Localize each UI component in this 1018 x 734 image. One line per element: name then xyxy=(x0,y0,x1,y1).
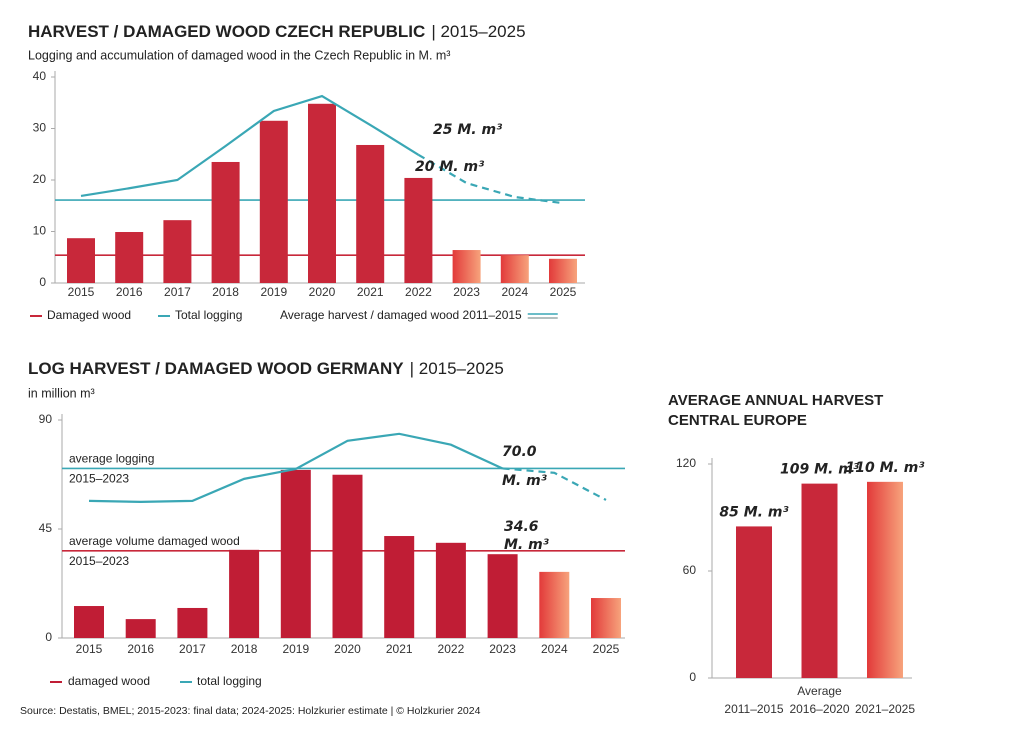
x-tick-label: 2015 xyxy=(76,642,103,656)
chart-title: CENTRAL EUROPE xyxy=(668,412,807,429)
y-tick-label: 40 xyxy=(33,69,47,83)
y-tick-label: 90 xyxy=(39,412,53,426)
x-tick-label: 2018 xyxy=(212,285,239,299)
y-tick-label: 45 xyxy=(39,521,53,535)
x-tick-label: 2017 xyxy=(164,285,191,299)
x-tick-label: 2021 xyxy=(357,285,384,299)
chart-title: AVERAGE ANNUAL HARVEST xyxy=(668,392,883,409)
reference-label: average volume damaged wood xyxy=(69,534,240,548)
chart-title: LOG HARVEST / DAMAGED WOOD GERMANY | 2015… xyxy=(28,359,504,378)
bar xyxy=(115,232,144,283)
x-tick-label: 2019 xyxy=(282,642,309,656)
bar xyxy=(539,571,570,638)
bar xyxy=(435,542,466,638)
bar xyxy=(356,144,385,283)
line-estimate xyxy=(502,467,607,501)
reference-period: 2015–2023 xyxy=(69,472,129,486)
y-tick-label: 60 xyxy=(683,563,697,577)
chart-subtitle: in million m³ xyxy=(28,386,95,400)
bar xyxy=(125,619,156,638)
x-tick-label: 2019 xyxy=(260,285,287,299)
x-label: Average xyxy=(797,684,842,698)
x-tick-label: 2016 xyxy=(116,285,143,299)
y-tick-label: 0 xyxy=(689,670,696,684)
x-tick-label: 2018 xyxy=(231,642,258,656)
annotation: 20 M. m³ xyxy=(415,159,484,175)
line xyxy=(88,432,504,503)
annotation: M. m³ xyxy=(504,537,549,553)
bar xyxy=(229,549,260,638)
bar xyxy=(801,483,838,678)
bar xyxy=(280,469,311,638)
x-tick-label: 2020 xyxy=(334,642,361,656)
bar xyxy=(736,526,772,678)
y-tick-label: 30 xyxy=(33,121,47,135)
bar xyxy=(259,120,288,284)
annotation: 34.6 xyxy=(504,519,539,535)
x-tick-label: 2024 xyxy=(501,285,528,299)
bar xyxy=(332,474,363,638)
source: Source: Destatis, BMEL; 2015-2023: final… xyxy=(20,705,481,717)
bar xyxy=(177,607,208,638)
line xyxy=(80,94,419,198)
chart-title-text: HARVEST / DAMAGED WOOD CZECH REPUBLIC xyxy=(28,22,425,41)
legend-label: damaged wood xyxy=(68,674,150,688)
reference-label: average logging xyxy=(69,452,154,466)
annotation: M. m³ xyxy=(502,473,547,489)
x-tick-label: 2020 xyxy=(309,285,336,299)
legend-label: Damaged wood xyxy=(47,308,131,322)
bar xyxy=(867,481,903,678)
x-tick-label: 2022 xyxy=(405,285,432,299)
bar xyxy=(452,250,481,283)
legend-label: Total logging xyxy=(175,308,242,322)
chart-title-period: | 2015–2025 xyxy=(410,359,504,378)
annotation: 70.0 xyxy=(502,444,537,460)
x-tick-label: 2011–2015 xyxy=(724,702,784,716)
value-label: 110 M. m³ xyxy=(846,460,925,476)
y-tick-label: 0 xyxy=(39,275,46,289)
legend-label: Average harvest / damaged wood 2011–2015 xyxy=(280,308,522,322)
bar xyxy=(591,598,621,638)
bar xyxy=(500,255,529,283)
annotation: 25 M. m³ xyxy=(433,122,502,138)
x-tick-label: 2025 xyxy=(593,642,620,656)
bar xyxy=(308,103,336,283)
bar xyxy=(384,536,415,638)
legend-label: total logging xyxy=(197,674,262,688)
x-tick-label: 2021–2025 xyxy=(855,702,915,716)
value-label: 85 M. m³ xyxy=(719,504,788,520)
bar xyxy=(74,606,104,638)
y-tick-label: 20 xyxy=(33,172,47,186)
y-tick-label: 120 xyxy=(676,456,696,470)
bar xyxy=(549,258,577,283)
y-tick-label: 10 xyxy=(33,224,47,238)
x-tick-label: 2017 xyxy=(179,642,206,656)
x-tick-label: 2023 xyxy=(453,285,480,299)
x-tick-label: 2025 xyxy=(550,285,577,299)
reference-period: 2015–2023 xyxy=(69,554,129,568)
chart-subtitle: Logging and accumulation of damaged wood… xyxy=(28,48,450,62)
chart-title-text: LOG HARVEST / DAMAGED WOOD GERMANY xyxy=(28,359,404,378)
value-label: 109 M. m³ xyxy=(780,462,859,478)
chart-title: HARVEST / DAMAGED WOOD CZECH REPUBLIC | 2… xyxy=(28,22,526,41)
bar xyxy=(163,220,192,283)
y-tick-label: 0 xyxy=(45,630,52,644)
x-tick-label: 2023 xyxy=(489,642,516,656)
bar xyxy=(404,177,433,283)
bar xyxy=(67,238,95,283)
x-tick-label: 2024 xyxy=(541,642,568,656)
bar xyxy=(211,161,240,283)
line-estimate xyxy=(417,153,564,205)
bar xyxy=(487,554,518,638)
x-tick-label: 2016–2020 xyxy=(789,702,849,716)
x-tick-label: 2021 xyxy=(386,642,413,656)
x-tick-label: 2022 xyxy=(438,642,465,656)
x-tick-label: 2015 xyxy=(68,285,95,299)
chart-title-period: | 2015–2025 xyxy=(431,22,525,41)
x-tick-label: 2016 xyxy=(127,642,154,656)
